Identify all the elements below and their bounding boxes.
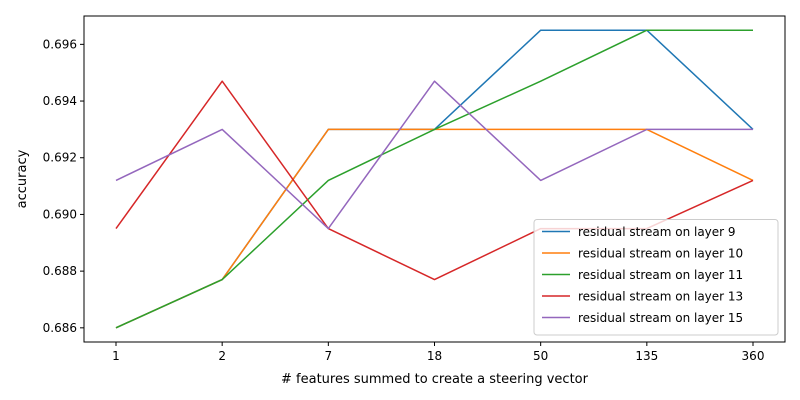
series-line-2 [115, 29, 753, 329]
y-tick-label: 0.692 [43, 151, 77, 165]
legend: residual stream on layer 9 residual strea… [533, 219, 779, 336]
y-tick-label: 0.686 [43, 321, 77, 335]
y-tick-label: 0.688 [43, 264, 77, 278]
y-tick-label: 0.696 [43, 37, 77, 51]
x-tick-label: 360 [742, 349, 765, 363]
legend-entry-label: residual stream on layer 9 [578, 225, 736, 239]
legend-entry-label: residual stream on layer 13 [578, 290, 743, 304]
x-axis-ticks: 1 2 7 18 50 135 360 [112, 342, 764, 363]
legend-entry-label: residual stream on layer 15 [578, 311, 743, 325]
x-tick-label: 18 [427, 349, 442, 363]
legend-entry-label: residual stream on layer 10 [578, 247, 743, 261]
x-tick-label: 2 [218, 349, 226, 363]
y-tick-label: 0.694 [43, 94, 77, 108]
legend-entry-label: residual stream on layer 11 [578, 268, 743, 282]
y-tick-label: 0.690 [43, 207, 77, 221]
legend-box [533, 219, 779, 336]
x-axis-label: # features summed to create a steering v… [281, 372, 589, 387]
x-tick-label: 50 [533, 349, 548, 363]
x-tick-label: 1 [112, 349, 120, 363]
x-tick-label: 135 [635, 349, 658, 363]
series-line-4 [115, 80, 753, 230]
y-axis-ticks: 0.686 0.688 0.690 0.692 0.694 0.696 [43, 37, 84, 335]
x-tick-label: 7 [325, 349, 333, 363]
y-axis-label: accuracy [15, 149, 30, 208]
